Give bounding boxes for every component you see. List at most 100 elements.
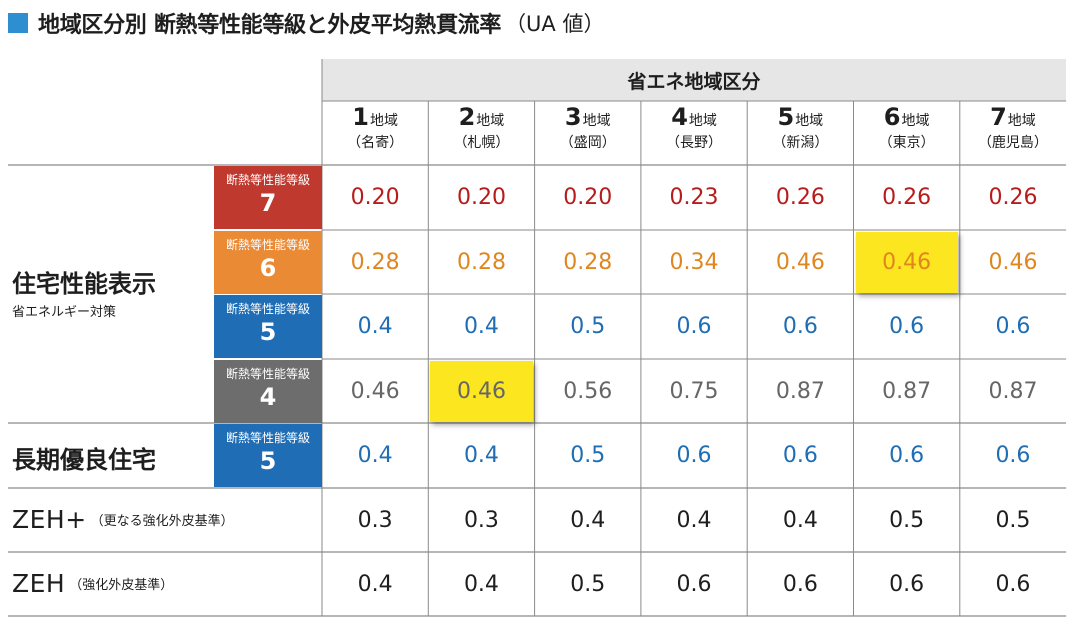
zone-number: 6 <box>883 103 901 131</box>
zone-suffix: 地域 <box>901 113 930 129</box>
zone-suffix: 地域 <box>476 113 505 129</box>
title-sub: （UA 値） <box>505 12 605 36</box>
zone-label: 3地域 <box>535 104 641 134</box>
value-cell: 0.4 <box>357 571 393 597</box>
grade-label: 断熱等性能等級 <box>225 431 310 445</box>
column-header-zone-6: 6地域 （東京） <box>854 104 960 164</box>
column-header-zone-1: 1地域 （名寄） <box>322 104 428 164</box>
value-cell: 0.6 <box>995 571 1031 597</box>
group-zeh-title: ZEH <box>12 569 66 598</box>
grade-number: 6 <box>259 254 277 282</box>
value-cell: 0.3 <box>463 507 499 533</box>
grade-number: 5 <box>259 318 277 346</box>
group-zeh-plus: ZEH+ （更なる強化外皮基準） <box>12 505 234 534</box>
title-main: 地域区分別 断熱等性能等級と外皮平均熱貫流率 <box>38 13 502 38</box>
grade-label: 断熱等性能等級 <box>225 238 310 252</box>
zone-suffix: 地域 <box>795 113 824 129</box>
value-cell: 0.6 <box>782 313 818 339</box>
zone-number: 2 <box>458 103 476 131</box>
grade-number: 5 <box>259 447 277 475</box>
zone-city: （鹿児島） <box>977 135 1048 151</box>
value-cell: 0.20 <box>456 184 506 210</box>
group-jutaku-subtitle: 省エネルギー対策 <box>12 305 117 320</box>
value-cell: 0.46 <box>988 249 1038 275</box>
value-cell: 0.6 <box>782 571 818 597</box>
value-cell: 0.6 <box>889 571 925 597</box>
value-cell: 0.28 <box>563 249 613 275</box>
column-header-zone-4: 4地域 （長野） <box>641 104 747 164</box>
highlighted-value-cell: 0.46 <box>430 361 533 422</box>
zone-city: （名寄） <box>347 135 404 151</box>
zone-suffix: 地域 <box>370 113 398 129</box>
grade-box-5: 断熱等性能等級 5 <box>214 424 322 487</box>
zone-suffix: 地域 <box>1007 113 1036 129</box>
column-header-zone-3: 3地域 （盛岡） <box>535 104 641 164</box>
value-cell: 0.5 <box>570 442 606 468</box>
region-header: 省エネ地域区分 <box>322 59 1066 101</box>
zone-city: （長野） <box>666 135 723 151</box>
grade-label: 断熱等性能等級 <box>225 173 310 187</box>
value-cell: 0.4 <box>357 442 393 468</box>
zone-city: （新潟） <box>772 135 829 151</box>
value-cell: 0.26 <box>882 184 932 210</box>
page-title: 地域区分別 断熱等性能等級と外皮平均熱貫流率 （UA 値） <box>8 6 604 40</box>
group-jutaku-title: 住宅性能表示 <box>12 270 156 298</box>
value-cell: 0.75 <box>669 378 719 404</box>
zone-city: （東京） <box>878 135 935 151</box>
value-cell: 0.5 <box>889 507 925 533</box>
value-cell: 0.4 <box>357 313 393 339</box>
value-cell: 0.6 <box>676 313 712 339</box>
value-cell: 0.26 <box>988 184 1038 210</box>
value-cell: 0.6 <box>995 313 1031 339</box>
group-zeh-plus-title: ZEH+ <box>12 505 87 534</box>
value-cell: 0.5 <box>570 313 606 339</box>
column-header-zone-7: 7地域 （鹿児島） <box>960 104 1066 164</box>
grade-box-6: 断熱等性能等級 6 <box>214 231 322 294</box>
zone-suffix: 地域 <box>582 113 611 129</box>
grade-number: 4 <box>259 383 277 411</box>
value-cell: 0.87 <box>775 378 825 404</box>
value-cell: 0.34 <box>669 249 719 275</box>
zone-label: 4地域 <box>641 104 747 134</box>
value-cell: 0.46 <box>775 249 825 275</box>
column-header-zone-5: 5地域 （新潟） <box>747 104 853 164</box>
value-cell: 0.6 <box>782 442 818 468</box>
group-zeh-plus-subtitle: （更なる強化外皮基準） <box>90 514 234 529</box>
group-zeh: ZEH （強化外皮基準） <box>12 569 173 598</box>
value-cell: 0.4 <box>676 507 712 533</box>
zone-suffix: 地域 <box>688 113 717 129</box>
zone-number: 1 <box>352 103 369 131</box>
zone-label: 1地域 <box>322 104 428 134</box>
value-cell: 0.6 <box>889 442 925 468</box>
value-cell: 0.87 <box>988 378 1038 404</box>
zone-label: 6地域 <box>854 104 960 134</box>
value-cell: 0.56 <box>563 378 613 404</box>
highlighted-value-cell: 0.46 <box>855 232 958 293</box>
zone-number: 5 <box>777 103 795 131</box>
title-marker <box>8 13 28 33</box>
zone-label: 2地域 <box>428 104 534 134</box>
grade-label: 断熱等性能等級 <box>225 367 310 381</box>
value-cell: 0.6 <box>995 442 1031 468</box>
zone-label: 5地域 <box>747 104 853 134</box>
value-cell: 0.6 <box>676 571 712 597</box>
zone-label: 7地域 <box>960 104 1066 134</box>
grade-box-4: 断熱等性能等級 4 <box>214 360 322 423</box>
zone-number: 4 <box>671 103 688 131</box>
value-cell: 0.26 <box>775 184 825 210</box>
value-cell: 0.28 <box>456 249 506 275</box>
value-cell: 0.6 <box>676 442 712 468</box>
value-cell: 0.3 <box>357 507 393 533</box>
zone-city: （札幌） <box>453 135 510 151</box>
grade-box-5: 断熱等性能等級 5 <box>214 295 322 358</box>
grade-box-7: 断熱等性能等級 7 <box>214 166 322 229</box>
value-cell: 0.20 <box>563 184 613 210</box>
value-cell: 0.87 <box>882 378 932 404</box>
value-cell: 0.23 <box>669 184 719 210</box>
value-cell: 0.4 <box>463 571 499 597</box>
value-cell: 0.5 <box>995 507 1031 533</box>
grade-label: 断熱等性能等級 <box>225 302 310 316</box>
column-header-zone-2: 2地域 （札幌） <box>428 104 534 164</box>
value-cell: 0.46 <box>350 378 400 404</box>
group-choki-title: 長期優良住宅 <box>12 446 156 474</box>
